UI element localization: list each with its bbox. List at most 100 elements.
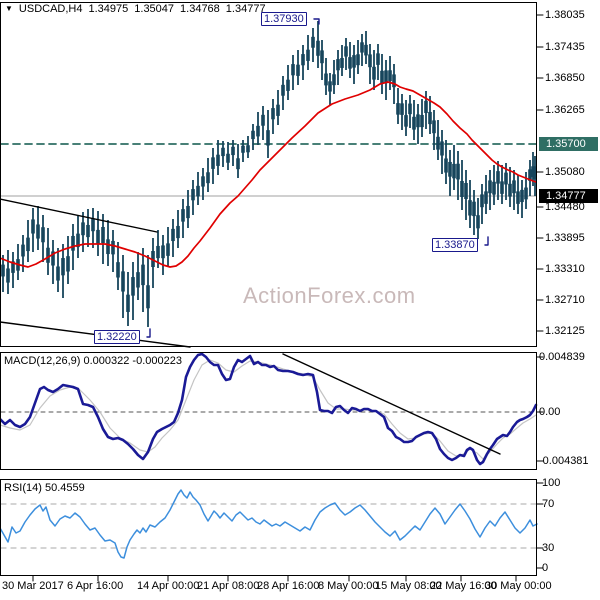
candle-body: [136, 272, 140, 288]
candle-body: [201, 176, 205, 187]
candle-body: [106, 239, 110, 255]
candle-body: [196, 185, 200, 197]
candle-body: [116, 262, 120, 278]
macd-axis-label: 0.004839: [539, 351, 585, 363]
candle-body: [404, 115, 408, 127]
candle-body: [121, 271, 125, 292]
candle-body: [336, 59, 340, 71]
candle-body: [504, 172, 508, 185]
symbol-dropdown-icon[interactable]: ▼: [5, 4, 13, 13]
candle-body: [11, 261, 15, 273]
date-axis-label: 21 Apr 08:00: [197, 580, 260, 592]
price-axis-label: 1.36265: [545, 104, 585, 116]
candle-body: [286, 79, 290, 91]
rsi-axis-label: 0: [542, 562, 549, 574]
candle-body: [36, 224, 40, 239]
open-value: 1.34975: [88, 3, 129, 15]
macd-legend: MACD(12,26,9) 0.000322 -0.000223: [4, 355, 182, 367]
candle-body: [456, 163, 460, 180]
annotation-connector-2: [146, 328, 151, 338]
candle-body: [76, 233, 80, 248]
price-annotation-low: 1.33870: [432, 238, 478, 252]
price-axis-label: 1.33895: [545, 232, 585, 244]
price-axis-label: 1.32710: [545, 294, 585, 306]
candle-body: [281, 84, 285, 96]
candle-body: [384, 70, 388, 84]
candle-body: [380, 70, 384, 84]
candle-body: [101, 227, 105, 243]
macd-axis-label: 0.00: [539, 406, 561, 418]
candle-body: [56, 266, 60, 281]
candle-body: [166, 243, 170, 256]
candle-body: [396, 103, 400, 115]
candle-body: [528, 169, 532, 181]
candle-body: [211, 157, 215, 169]
candle-body: [216, 154, 220, 166]
candle-body: [352, 55, 356, 68]
candle-body: [231, 146, 235, 156]
candle-body: [171, 228, 175, 242]
price-axis-label: 1.35080: [545, 166, 585, 178]
candle-body: [420, 114, 424, 128]
candle-body: [131, 277, 135, 296]
rsi-legend: RSI(14) 50.4559: [4, 482, 85, 494]
candle-body: [266, 130, 270, 146]
panel-border-1: [0, 352, 537, 470]
candle-body: [221, 147, 225, 157]
panel-border-2: [0, 479, 537, 576]
candle-body: [480, 194, 484, 208]
candle-body: [91, 218, 95, 232]
candle-body: [256, 125, 260, 137]
macd-axis-label: -0.004381: [539, 455, 589, 467]
candle-body: [31, 219, 35, 234]
candle-body: [320, 50, 324, 64]
macd-panel: [0, 352, 538, 466]
candle-body: [416, 114, 420, 128]
date-axis-label: 30 Mar 2017: [2, 580, 64, 592]
candle-body: [516, 191, 520, 204]
price-axis-label: 1.36850: [545, 72, 585, 84]
candle-body: [71, 235, 75, 251]
candle-body: [126, 294, 130, 312]
price-axis-label: 1.34480: [545, 201, 585, 213]
candle-body: [533, 166, 537, 180]
price-axis-label: 1.37435: [545, 41, 585, 53]
candle-body: [276, 104, 280, 116]
price-axis-label: 1.38035: [545, 9, 585, 21]
candle-body: [508, 183, 512, 197]
high-value: 1.35047: [134, 3, 175, 15]
candle-body: [176, 225, 180, 239]
candle-body: [226, 153, 230, 163]
candle-body: [181, 209, 185, 222]
candle-body: [436, 136, 440, 150]
candle-body: [261, 114, 265, 126]
candle-body: [246, 145, 250, 153]
candle-body: [151, 251, 155, 267]
candle-body: [468, 200, 472, 216]
rsi-panel: [0, 489, 538, 559]
rsi-axis-label: 30: [542, 542, 555, 554]
candle-body: [96, 229, 100, 245]
candle-body: [432, 120, 436, 134]
candle-body: [344, 46, 348, 57]
candle-body: [428, 111, 432, 125]
candle-body: [360, 42, 364, 53]
low-value: 1.34768: [180, 3, 220, 15]
candle-body: [472, 201, 476, 217]
candle-body: [81, 222, 85, 236]
candle-body: [348, 57, 352, 69]
price-axis-label: 1.32125: [545, 325, 585, 337]
candle-body: [301, 54, 305, 66]
candle-body: [424, 100, 428, 114]
candle-body: [111, 240, 115, 255]
candles: [1, 21, 537, 327]
candle-body: [356, 54, 360, 66]
current-price-badge: 1.34777: [539, 189, 598, 203]
candle-body: [464, 183, 468, 199]
date-axis-label: 14 Apr 00:00: [137, 580, 200, 592]
candle-body: [146, 285, 150, 309]
candle-body: [392, 74, 396, 88]
candle-body: [206, 172, 210, 184]
candle-body: [186, 205, 190, 219]
